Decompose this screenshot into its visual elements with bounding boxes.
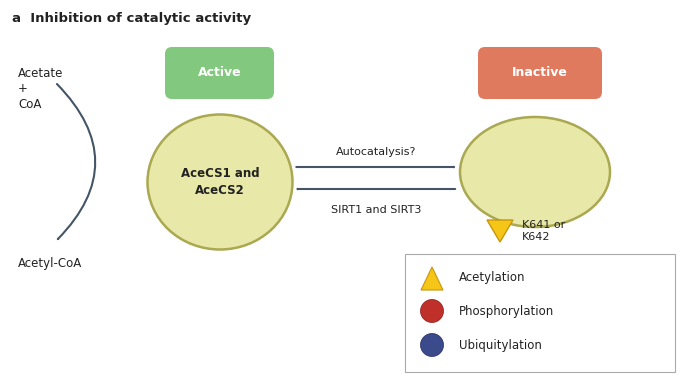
Circle shape	[420, 334, 444, 357]
Ellipse shape	[460, 117, 610, 227]
Text: Autocatalysis?: Autocatalysis?	[336, 147, 416, 157]
Circle shape	[420, 299, 444, 322]
FancyArrowPatch shape	[57, 84, 95, 239]
Text: Acetyl-CoA: Acetyl-CoA	[18, 257, 82, 270]
Text: Inactive: Inactive	[512, 66, 568, 80]
Text: Active: Active	[198, 66, 241, 80]
Text: Acetate
+
CoA: Acetate + CoA	[18, 67, 63, 111]
Polygon shape	[421, 267, 443, 290]
Text: Ubiquitylation: Ubiquitylation	[459, 339, 542, 351]
FancyBboxPatch shape	[478, 47, 602, 99]
FancyBboxPatch shape	[165, 47, 274, 99]
Text: Acetylation: Acetylation	[459, 271, 526, 285]
Text: K641 or
K642: K641 or K642	[522, 220, 565, 242]
Text: SIRT1 and SIRT3: SIRT1 and SIRT3	[331, 205, 421, 215]
Polygon shape	[487, 220, 513, 242]
FancyBboxPatch shape	[405, 254, 675, 372]
Text: AceCS1 and
AceCS2: AceCS1 and AceCS2	[181, 167, 259, 197]
Ellipse shape	[148, 115, 293, 250]
Text: Phosphorylation: Phosphorylation	[459, 305, 554, 317]
Text: a  Inhibition of catalytic activity: a Inhibition of catalytic activity	[12, 12, 251, 25]
